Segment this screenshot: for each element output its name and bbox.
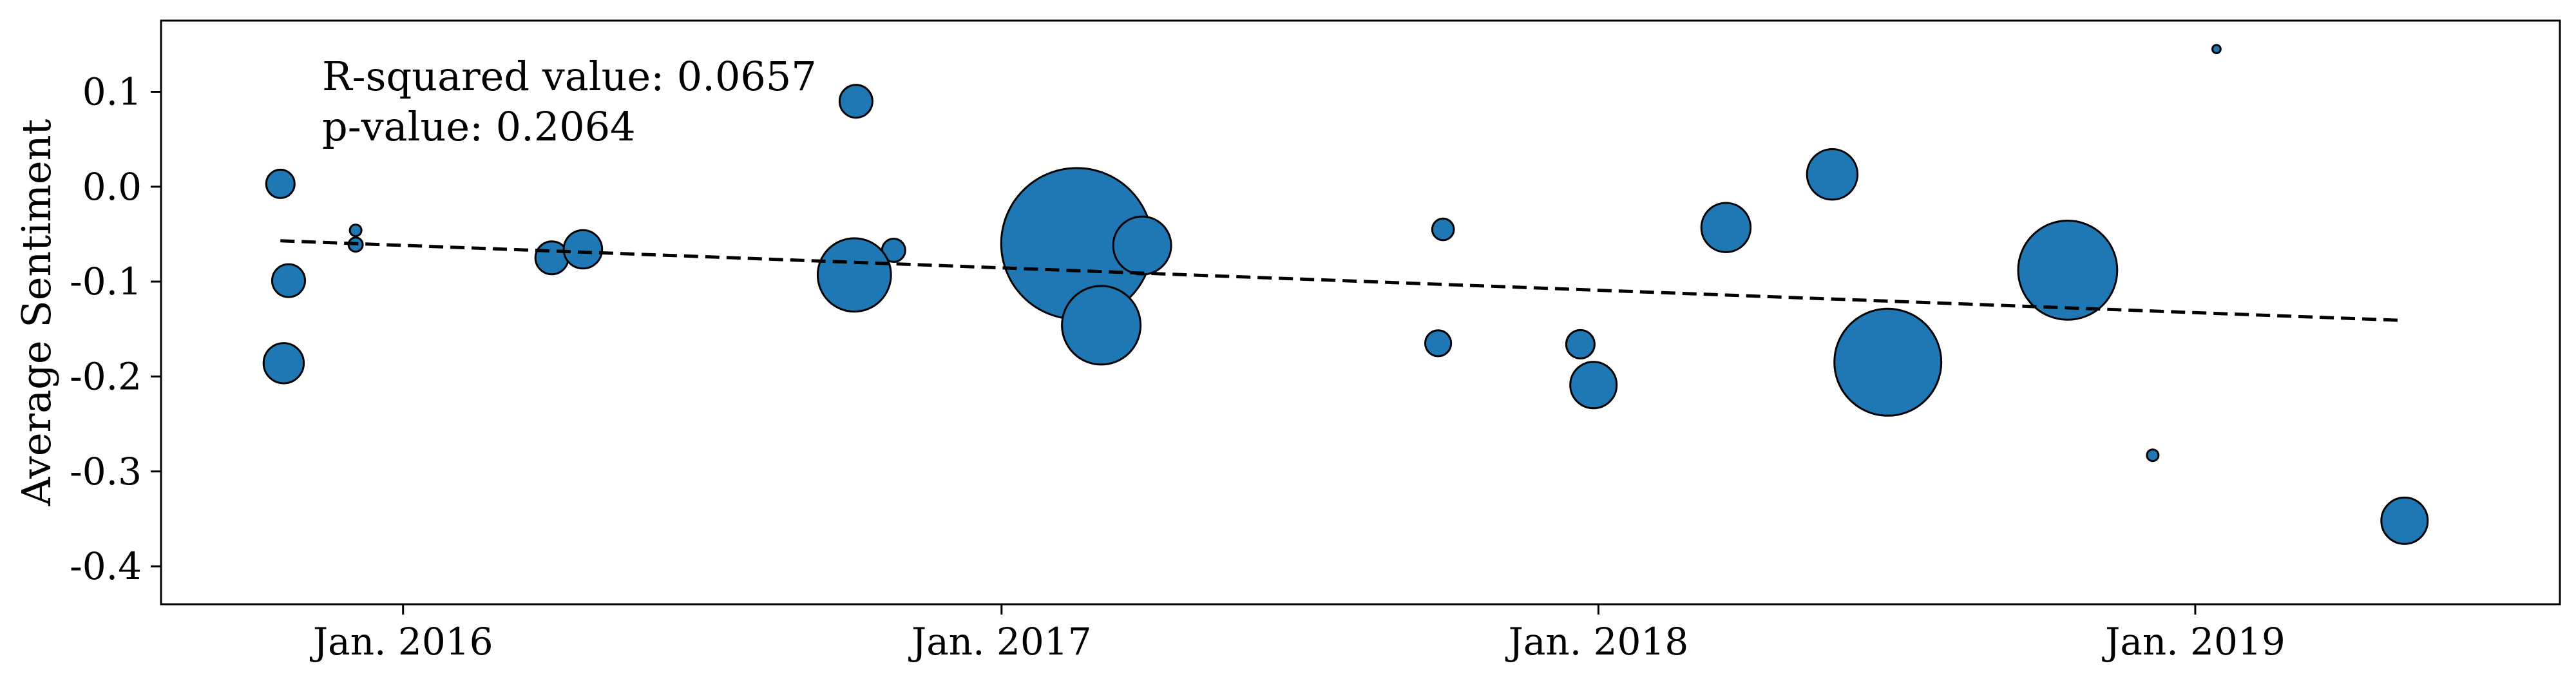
data-point xyxy=(2380,496,2429,545)
data-point xyxy=(1833,307,1943,417)
x-tick-label: Jan. 2018 xyxy=(1505,620,1689,664)
x-tick-label: Jan. 2017 xyxy=(908,620,1092,664)
x-tick-label: Jan. 2019 xyxy=(2102,620,2285,664)
data-point xyxy=(1424,329,1453,358)
annotation-r-squared: R-squared value: 0.0657 xyxy=(322,53,817,100)
annotation-p-value: p-value: 0.2064 xyxy=(322,103,636,150)
y-axis: 0.1 0.0 -0.1 -0.2 -0.3 -0.4 xyxy=(70,70,161,588)
x-tick-label: Jan. 2016 xyxy=(310,620,493,664)
data-point xyxy=(2017,220,2119,321)
data-point xyxy=(1569,361,1618,410)
points-layer xyxy=(262,44,2429,545)
data-point xyxy=(265,168,296,199)
plot-frame xyxy=(160,19,2561,606)
data-point xyxy=(1700,202,1752,253)
data-point xyxy=(816,237,892,313)
data-point xyxy=(562,229,604,270)
y-tick-label: -0.3 xyxy=(70,450,142,493)
y-tick-label: 0.0 xyxy=(82,165,142,209)
y-tick-label: 0.1 xyxy=(82,70,142,114)
data-point xyxy=(1061,285,1142,366)
data-point xyxy=(271,263,306,298)
data-point xyxy=(1565,329,1596,359)
y-tick-label: -0.4 xyxy=(70,544,142,588)
data-point xyxy=(2146,448,2160,463)
trend-line xyxy=(280,239,2405,322)
data-point xyxy=(1806,148,1859,201)
data-point xyxy=(262,342,305,385)
data-point xyxy=(2211,44,2222,55)
data-point xyxy=(348,224,363,238)
data-point xyxy=(1431,217,1455,242)
data-point xyxy=(1112,215,1172,276)
y-axis-label: Average Sentiment xyxy=(13,119,60,507)
y-tick-label: -0.2 xyxy=(70,354,142,398)
y-tick-label: -0.1 xyxy=(70,260,142,303)
data-point xyxy=(838,84,873,119)
x-axis: Jan. 2016 Jan. 2017 Jan. 2018 Jan. 2019 xyxy=(310,604,2285,664)
